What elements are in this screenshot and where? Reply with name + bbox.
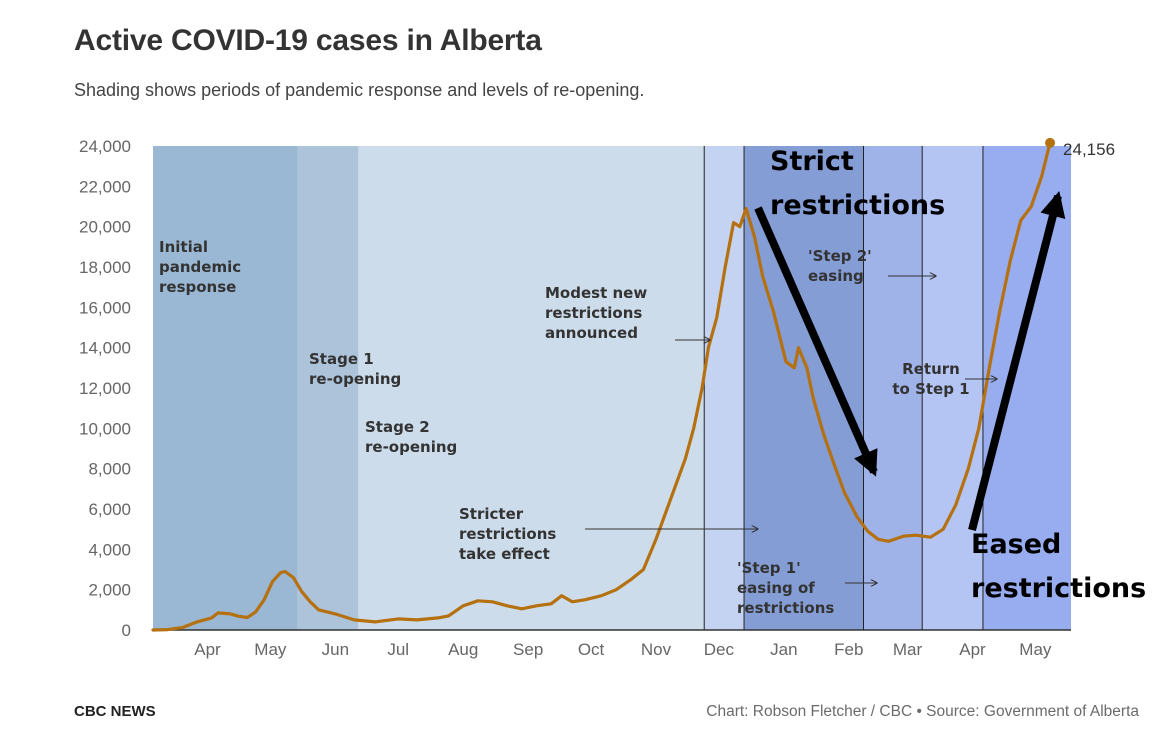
chart-subtitle: Shading shows periods of pandemic respon… [74,80,645,100]
annotation-7: 'Step 2' easing [808,247,872,285]
x-tick-label: Jun [322,640,349,659]
x-tick-label: Dec [704,640,735,659]
annotation-1: Initial pandemic response [159,238,241,296]
series-line-1 [151,141,1052,632]
period-band-4 [704,146,745,630]
footer-brand: CBC NEWS [74,703,156,720]
x-tick-label: Nov [641,640,672,659]
series-layer: 24,156 [151,137,1115,632]
y-tick-label: 6,000 [88,500,131,519]
chart-title: Active COVID-19 cases in Alberta [74,24,542,57]
annotation-4: Stricter restrictions take effect [459,505,556,563]
x-tick-label: Apr [959,640,986,659]
annotation-2: Stage 1 re-opening [309,350,401,388]
period-boundary-lines [703,146,984,630]
annotation-8: Return to Step 1 [892,360,969,398]
annotation-layer: Initial pandemic response Stage 1 re-opening… [159,238,997,617]
y-tick-label: 18,000 [79,258,131,277]
y-tick-label: 2,000 [88,581,131,600]
axes: 0 2,000 4,000 6,000 8,000 10,000 12,000 14,000 1… [79,137,1071,659]
x-tick-label: Mar [893,640,923,659]
x-tick-label: Sep [513,640,543,659]
y-tick-label: 4,000 [88,540,131,559]
strict-trend-arrow [754,206,878,477]
x-tick-label: Jan [770,640,797,659]
y-tick-label: 14,000 [79,339,131,358]
y-tick-label: 16,000 [79,298,131,317]
period-band-3 [358,146,705,630]
footer-credit: Chart: Robson Fletcher / CBC • Source: G… [706,703,1139,720]
y-tick-label: 10,000 [79,419,131,438]
x-tick-label: Jul [387,640,409,659]
y-tick-label: 0 [122,621,131,640]
annotation-5: Modest new restrictions announced [545,284,647,342]
x-tick-label: Aug [448,640,478,659]
y-tick-label: 8,000 [88,460,131,479]
annotation-3: Stage 2 re-opening [365,418,457,456]
x-tick-label: Oct [578,640,605,659]
y-tick-label: 20,000 [79,218,131,237]
period-bands [153,146,1071,630]
overlay-layer: Strict restrictions Eased restrictions [754,146,1146,604]
overlay-label-1: Strict restrictions [770,146,945,221]
y-tick-label: 24,000 [79,137,131,156]
x-tick-label: Feb [834,640,863,659]
period-band-1 [153,146,298,630]
y-tick-label: 22,000 [79,177,131,196]
y-tick-label: 12,000 [79,379,131,398]
end-point [1045,137,1056,148]
eased-trend-arrow [968,191,1066,531]
overlay-label-2: Eased restrictions [971,529,1146,604]
period-band-8 [982,146,1071,630]
period-band-7 [922,146,983,630]
period-band-6 [863,146,923,630]
annotation-6: 'Step 1' easing of restrictions [737,559,834,617]
period-band-2 [297,146,359,630]
end-value-label: 24,156 [1063,140,1115,159]
x-tick-label: May [254,640,287,659]
x-tick-label: Apr [194,640,221,659]
x-tick-label: May [1019,640,1052,659]
